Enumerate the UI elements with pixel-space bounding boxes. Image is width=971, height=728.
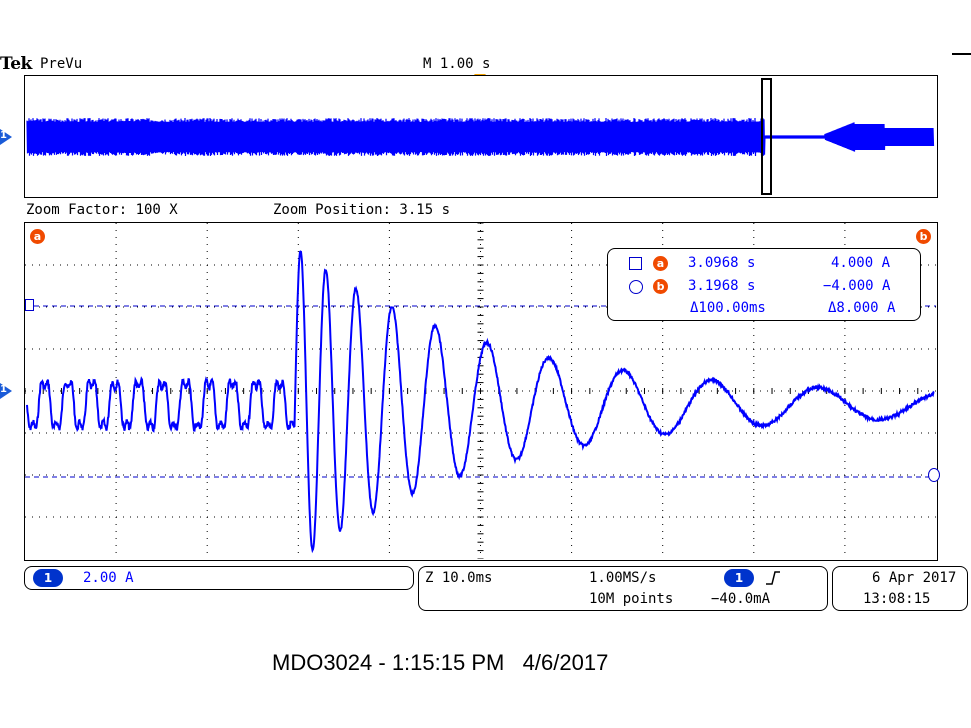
cursor-a-badge[interactable]: a: [30, 229, 45, 244]
rising-edge-icon: [766, 571, 780, 585]
zoom-window-indicator[interactable]: [761, 78, 772, 195]
cursor-b-readout-badge: b: [653, 279, 668, 294]
date-value: 6 Apr 2017: [872, 570, 957, 586]
channel-1-trace: [26, 250, 935, 554]
circle-cursor-icon: [629, 280, 643, 294]
channel-1-marker-zoom[interactable]: 1: [0, 383, 12, 399]
brand-logo: Tek: [0, 54, 32, 74]
cursor-b-badge[interactable]: b: [916, 229, 931, 244]
channel-1-badge: 1: [33, 569, 63, 587]
edge-tick: [952, 53, 971, 55]
horizontal-trigger-box[interactable]: Z 10.0ms 1.00MS/s 10M points 1 −40.0mA: [418, 566, 828, 611]
trigger-source-badge: 1: [724, 569, 754, 587]
timebase-label: M 1.00 s: [423, 56, 491, 72]
cursor-a-level-handle[interactable]: [25, 299, 34, 311]
cursor-delta-value: Δ8.000 A: [828, 300, 896, 316]
zoom-factor-label: Zoom Factor: 100 X: [26, 202, 178, 218]
cursor-a-time: 3.0968 s: [688, 255, 756, 271]
cursor-a-value: 4.000 A: [831, 255, 891, 271]
channel-scale-value: 2.00 A: [83, 570, 134, 586]
overview-panel: [24, 75, 938, 198]
cursor-delta-time: Δ100.00ms: [690, 300, 766, 316]
cursor-b-time: 3.1968 s: [688, 278, 756, 294]
overview-trace: [26, 117, 935, 157]
mode-label: PreVu: [40, 56, 83, 72]
sample-rate: 1.00MS/s: [589, 570, 657, 586]
square-cursor-icon: [629, 257, 642, 270]
zoom-waveform: [25, 223, 936, 559]
channel-1-marker-overview[interactable]: 1: [0, 129, 12, 145]
record-length: 10M points: [589, 591, 674, 607]
zoom-position-label: Zoom Position: 3.15 s: [273, 202, 451, 218]
cursor-b-value: −4.000 A: [823, 278, 891, 294]
zoom-scale: Z 10.0ms: [425, 570, 493, 586]
time-value: 13:08:15: [863, 591, 931, 607]
cursor-a-readout-badge: a: [653, 256, 668, 271]
cursor-readout: a 3.0968 s 4.000 A b 3.1968 s −4.000 A Δ…: [607, 248, 921, 321]
date-time-box[interactable]: 6 Apr 2017 13:08:15: [832, 566, 968, 611]
capture-caption: MDO3024 - 1:15:15 PM 4/6/2017: [272, 650, 609, 675]
channel-scale-box[interactable]: 1 2.00 A: [24, 566, 414, 590]
overview-waveform: [26, 78, 935, 195]
trigger-level: −40.0mA: [711, 591, 771, 607]
cursor-b-level-handle[interactable]: [928, 468, 940, 482]
